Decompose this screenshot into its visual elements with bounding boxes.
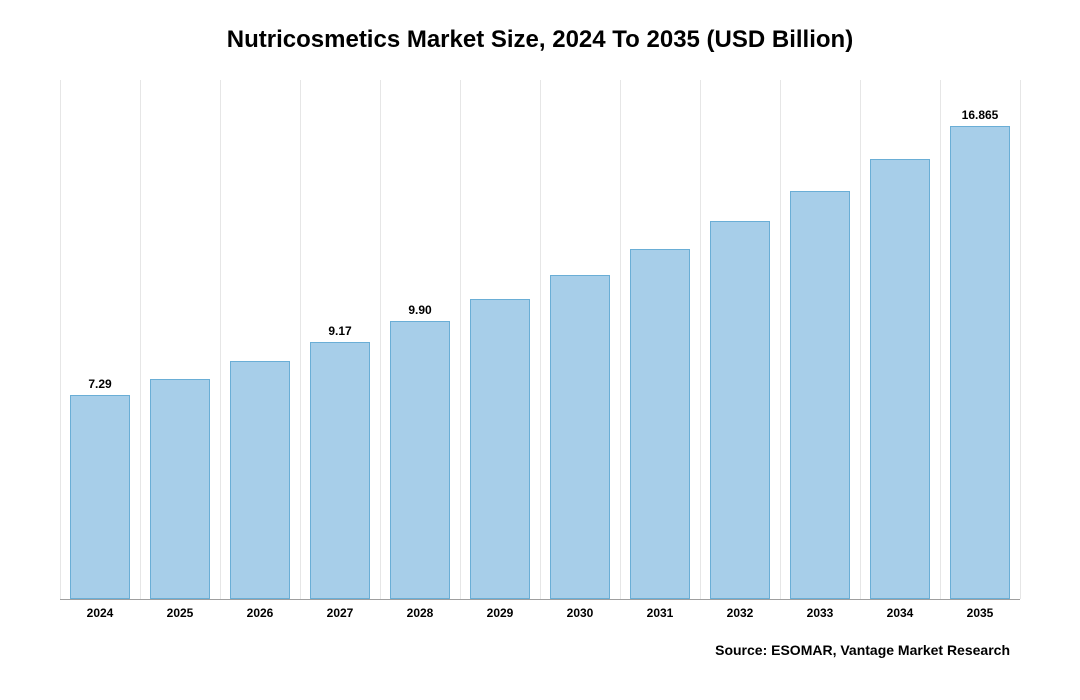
x-axis-label: 2035: [940, 606, 1020, 620]
bar: [310, 342, 369, 599]
gridline: [1020, 80, 1021, 599]
bar: [630, 249, 689, 599]
bar: [150, 379, 209, 599]
bar-slot: 9.17: [300, 80, 380, 599]
bar: [230, 361, 289, 599]
bar: [870, 159, 929, 599]
bars-group: 7.29 9.17 9.90 16.865: [60, 80, 1020, 599]
bar: [390, 321, 449, 599]
bar: [70, 395, 129, 600]
bar-data-label: 9.17: [328, 324, 351, 338]
bar: [550, 275, 609, 599]
x-axis-label: 2031: [620, 606, 700, 620]
source-text: Source: ESOMAR, Vantage Market Research: [40, 642, 1010, 658]
bar-slot: [460, 80, 540, 599]
x-axis-label: 2027: [300, 606, 380, 620]
x-axis-labels: 2024202520262027202820292030203120322033…: [60, 606, 1020, 620]
x-axis-label: 2024: [60, 606, 140, 620]
x-axis-label: 2034: [860, 606, 940, 620]
x-axis-label: 2032: [700, 606, 780, 620]
bar-slot: 7.29: [60, 80, 140, 599]
plot-area: 7.29 9.17 9.90 16.865: [60, 80, 1020, 600]
bar: [710, 221, 769, 599]
bar-slot: [220, 80, 300, 599]
bar-slot: 9.90: [380, 80, 460, 599]
x-axis-label: 2029: [460, 606, 540, 620]
bar-slot: [620, 80, 700, 599]
bar: [790, 191, 849, 599]
bar-slot: [140, 80, 220, 599]
bar: [950, 126, 1009, 599]
bar-slot: [780, 80, 860, 599]
x-axis-label: 2033: [780, 606, 860, 620]
bar-slot: [700, 80, 780, 599]
x-axis-label: 2026: [220, 606, 300, 620]
chart-title: Nutricosmetics Market Size, 2024 To 2035…: [40, 26, 1040, 54]
bar-data-label: 7.29: [88, 377, 111, 391]
bar: [470, 299, 529, 599]
x-axis-label: 2030: [540, 606, 620, 620]
bar-slot: [540, 80, 620, 599]
x-axis-label: 2025: [140, 606, 220, 620]
chart-container: Nutricosmetics Market Size, 2024 To 2035…: [0, 0, 1080, 700]
bar-data-label: 16.865: [962, 108, 999, 122]
x-axis-label: 2028: [380, 606, 460, 620]
bar-slot: [860, 80, 940, 599]
bar-slot: 16.865: [940, 80, 1020, 599]
bar-data-label: 9.90: [408, 303, 431, 317]
